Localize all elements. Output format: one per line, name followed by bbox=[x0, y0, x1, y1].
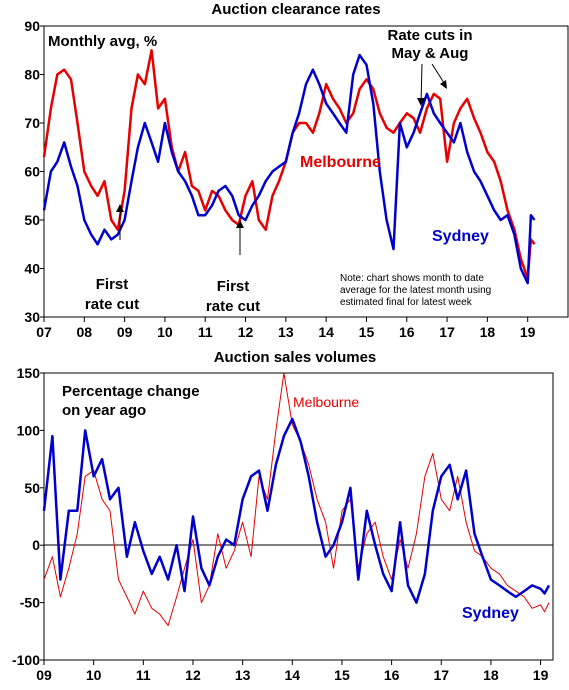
chart1-series bbox=[42, 49, 536, 285]
y-tick-label: 40 bbox=[24, 261, 40, 277]
y-tick-label: 30 bbox=[24, 309, 40, 325]
x-tick-label: 16 bbox=[384, 667, 400, 683]
chart2-title: Auction sales volumes bbox=[214, 349, 377, 366]
x-tick-label: 15 bbox=[359, 324, 375, 340]
chart1-y-axis: 30 40 50 60 70 80 90 bbox=[24, 18, 44, 325]
series-line-sydney bbox=[42, 417, 551, 604]
x-tick-label: 18 bbox=[483, 667, 499, 683]
x-tick-label: 16 bbox=[399, 324, 415, 340]
rate-cut-arrowhead-may bbox=[417, 98, 425, 106]
x-tick-label: 09 bbox=[117, 324, 133, 340]
x-tick-label: 11 bbox=[198, 324, 213, 340]
chart2-subtitle-1: Percentage change bbox=[62, 383, 200, 400]
annotation-first-cut-a-1: First bbox=[96, 276, 129, 293]
x-tick-label: 18 bbox=[480, 324, 496, 340]
x-tick-label: 15 bbox=[334, 667, 350, 683]
x-tick-label: 17 bbox=[439, 324, 455, 340]
annotation-first-cut-b-2: rate cut bbox=[206, 298, 260, 315]
chart2-legend-sydney: Sydney bbox=[462, 605, 519, 622]
x-tick-label: 14 bbox=[318, 324, 334, 340]
x-tick-label: 08 bbox=[77, 324, 93, 340]
y-tick-label: 50 bbox=[24, 480, 40, 496]
y-tick-label: 100 bbox=[17, 422, 41, 438]
y-tick-label: -100 bbox=[12, 652, 40, 668]
chart2-x-axis: 09 10 11 12 13 14 15 16 17 18 19 bbox=[36, 660, 549, 683]
y-tick-label: -50 bbox=[20, 595, 40, 611]
chart2-plot-area bbox=[43, 372, 554, 661]
x-tick-label: 12 bbox=[185, 667, 201, 683]
x-tick-label: 19 bbox=[533, 667, 549, 683]
chart1-plot-area bbox=[43, 25, 569, 318]
annotation-first-cut-b-1: First bbox=[217, 278, 250, 295]
chart1-note-2: average for the latest month using bbox=[340, 285, 491, 296]
chart1-title: Auction clearance rates bbox=[211, 1, 380, 18]
x-tick-label: 09 bbox=[36, 667, 52, 683]
chart1-note-3: estimated final for latest week bbox=[340, 297, 473, 308]
annotation-rate-cuts-2: May & Aug bbox=[392, 45, 469, 62]
x-tick-label: 10 bbox=[157, 324, 173, 340]
series-line-sydney bbox=[42, 53, 536, 285]
x-tick-label: 14 bbox=[285, 667, 301, 683]
x-tick-label: 19 bbox=[520, 324, 536, 340]
y-tick-label: 80 bbox=[24, 67, 40, 83]
x-tick-label: 07 bbox=[36, 324, 52, 340]
chart2-y-axis: -100 -50 0 50 100 150 bbox=[12, 365, 44, 668]
first-cut-arrowhead-b bbox=[236, 220, 244, 228]
x-tick-label: 11 bbox=[136, 667, 151, 683]
first-cut-arrowhead-a bbox=[116, 204, 124, 212]
x-tick-label: 13 bbox=[235, 667, 251, 683]
y-tick-label: 60 bbox=[24, 164, 40, 180]
rate-cut-arrow-may bbox=[420, 63, 423, 105]
chart1-note-1: Note: chart shows month to date bbox=[340, 273, 484, 284]
chart2-legend-melbourne: Melbourne bbox=[293, 394, 359, 410]
x-tick-label: 13 bbox=[278, 324, 294, 340]
y-tick-label: 0 bbox=[32, 537, 40, 553]
annotation-rate-cuts-1: Rate cuts in bbox=[387, 27, 472, 44]
clearance-chart: Auction clearance rates 30 40 50 60 70 80 90 0… bbox=[24, 1, 569, 340]
annotation-first-cut-a-2: rate cut bbox=[85, 296, 139, 313]
chart2-subtitle-2: on year ago bbox=[62, 402, 146, 419]
rate-cut-arrowhead-aug bbox=[440, 80, 447, 89]
chart1-legend-melbourne: Melbourne bbox=[300, 154, 381, 171]
x-tick-label: 17 bbox=[433, 667, 449, 683]
y-tick-label: 150 bbox=[17, 365, 41, 381]
y-tick-label: 90 bbox=[24, 18, 40, 34]
x-tick-label: 12 bbox=[238, 324, 254, 340]
chart1-subtitle: Monthly avg, % bbox=[48, 33, 157, 50]
y-tick-label: 50 bbox=[24, 212, 40, 228]
chart2-series bbox=[42, 372, 551, 627]
chart1-legend-sydney: Sydney bbox=[432, 228, 489, 245]
volumes-chart: Auction sales volumes -100 -50 0 50 100 150 0… bbox=[12, 349, 554, 683]
y-tick-label: 70 bbox=[24, 115, 40, 131]
chart1-x-axis: 07 08 09 10 11 12 13 14 15 16 17 18 19 bbox=[36, 317, 536, 340]
x-tick-label: 10 bbox=[86, 667, 102, 683]
